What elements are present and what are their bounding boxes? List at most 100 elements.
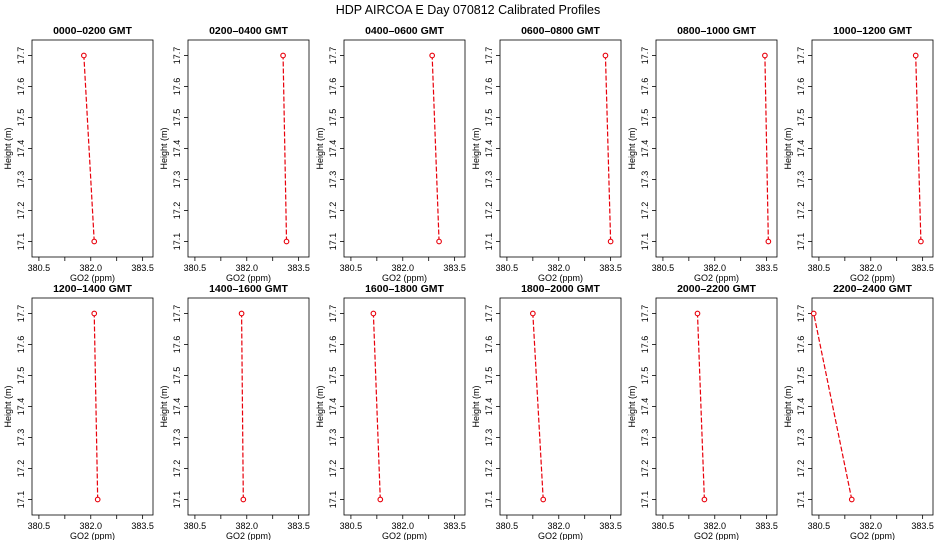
y-tick-label: 17.5 bbox=[484, 367, 494, 385]
y-tick-label: 17.7 bbox=[484, 47, 494, 65]
profile-point bbox=[436, 238, 442, 245]
profile-point bbox=[602, 52, 609, 59]
y-tick-label: 17.4 bbox=[796, 140, 806, 158]
plot-frame bbox=[187, 39, 310, 258]
profile-line bbox=[282, 55, 288, 242]
y-tick-label: 17.3 bbox=[484, 171, 494, 189]
profile-point bbox=[701, 496, 708, 503]
panel-title: 1800–2000 GMT bbox=[521, 283, 600, 295]
y-tick-label: 17.2 bbox=[484, 202, 494, 220]
x-tick-label: 382.0 bbox=[80, 263, 103, 273]
panel-grid: 0000–0200 GMT 380.5 382.0 383.5 GO2 (ppm) 17.… bbox=[3, 25, 934, 540]
panel-title: 2200–2400 GMT bbox=[833, 283, 912, 295]
y-tick-label: 17.2 bbox=[640, 460, 650, 478]
y-tick-label: 17.5 bbox=[640, 367, 650, 385]
y-axis-label: Height (m) bbox=[471, 385, 481, 427]
y-tick-label: 17.3 bbox=[328, 429, 338, 447]
y-tick-label: 17.6 bbox=[640, 336, 650, 354]
y-tick-label: 17.5 bbox=[16, 109, 26, 127]
x-tick-label: 383.5 bbox=[599, 263, 622, 273]
profile-point bbox=[918, 238, 924, 245]
x-tick-label: 380.5 bbox=[184, 521, 207, 531]
y-tick-label: 17.6 bbox=[328, 336, 338, 354]
x-axis-label: GO2 (ppm) bbox=[538, 273, 583, 283]
x-axis-label: GO2 (ppm) bbox=[694, 273, 739, 283]
profile-point bbox=[280, 52, 286, 59]
y-tick-label: 17.3 bbox=[640, 429, 650, 447]
y-axis-label: Height (m) bbox=[627, 385, 637, 427]
y-tick-label: 17.1 bbox=[172, 233, 182, 251]
x-tick-label: 382.0 bbox=[548, 521, 571, 531]
y-tick-label: 17.4 bbox=[16, 140, 26, 158]
profile-point bbox=[848, 496, 855, 503]
y-axis-label: Height (m) bbox=[783, 385, 793, 427]
panel-title: 1000–1200 GMT bbox=[833, 25, 912, 37]
profile-point bbox=[283, 238, 290, 245]
x-tick-label: 380.5 bbox=[28, 263, 51, 273]
y-tick-label: 17.6 bbox=[796, 78, 806, 96]
profile-point bbox=[912, 52, 919, 59]
y-tick-label: 17.4 bbox=[172, 140, 182, 158]
x-axis-label: GO2 (ppm) bbox=[70, 531, 115, 540]
x-tick-label: 382.0 bbox=[704, 521, 727, 531]
panel-title: 0200–0400 GMT bbox=[209, 25, 288, 37]
y-axis-label: Height (m) bbox=[159, 127, 169, 169]
plot-frame bbox=[811, 39, 934, 258]
y-tick-label: 17.1 bbox=[172, 491, 182, 509]
x-tick-label: 382.0 bbox=[236, 263, 259, 273]
y-tick-label: 17.2 bbox=[328, 202, 338, 220]
profile-point bbox=[765, 238, 772, 245]
profile-point bbox=[540, 496, 547, 503]
y-tick-label: 17.5 bbox=[328, 367, 338, 385]
panel-title: 0400–0600 GMT bbox=[365, 25, 444, 37]
x-tick-label: 382.0 bbox=[704, 263, 727, 273]
profile-line bbox=[93, 313, 99, 500]
x-tick-label: 382.0 bbox=[860, 263, 883, 273]
profile-panel: 1800–2000 GMT 380.5 382.0 383.5 GO2 (ppm) 17.… bbox=[471, 283, 622, 540]
x-tick-label: 380.5 bbox=[496, 521, 519, 531]
y-tick-label: 17.7 bbox=[172, 305, 182, 323]
y-axis-label: Height (m) bbox=[315, 127, 325, 169]
profile-panel: 2200–2400 GMT 380.5 382.0 383.5 GO2 (ppm) 17.… bbox=[783, 283, 934, 540]
profile-point bbox=[91, 310, 98, 317]
x-tick-label: 383.5 bbox=[911, 521, 934, 531]
plot-frame bbox=[499, 297, 622, 516]
y-tick-label: 17.7 bbox=[484, 305, 494, 323]
x-tick-label: 382.0 bbox=[236, 521, 259, 531]
profile-point bbox=[94, 496, 101, 503]
y-tick-label: 17.6 bbox=[640, 78, 650, 96]
profile-line bbox=[372, 313, 381, 500]
y-tick-label: 17.3 bbox=[796, 171, 806, 189]
profile-panel: 0000–0200 GMT 380.5 382.0 383.5 GO2 (ppm) 17.… bbox=[3, 25, 154, 283]
x-tick-label: 380.5 bbox=[652, 263, 675, 273]
x-axis-label: GO2 (ppm) bbox=[850, 531, 895, 540]
y-tick-label: 17.6 bbox=[172, 336, 182, 354]
x-tick-label: 383.5 bbox=[443, 521, 466, 531]
y-tick-label: 17.1 bbox=[484, 233, 494, 251]
y-tick-label: 17.2 bbox=[16, 202, 26, 220]
y-tick-label: 17.5 bbox=[16, 367, 26, 385]
plot-frame bbox=[31, 39, 154, 258]
y-tick-label: 17.1 bbox=[796, 491, 806, 509]
y-tick-label: 17.3 bbox=[172, 171, 182, 189]
x-tick-label: 382.0 bbox=[860, 521, 883, 531]
profile-line bbox=[915, 55, 922, 242]
x-tick-label: 380.5 bbox=[28, 521, 51, 531]
profile-line bbox=[83, 55, 95, 242]
y-tick-label: 17.7 bbox=[16, 47, 26, 65]
y-tick-label: 17.7 bbox=[328, 47, 338, 65]
panel-title: 2000–2200 GMT bbox=[677, 283, 756, 295]
x-axis-label: GO2 (ppm) bbox=[226, 531, 271, 540]
x-tick-label: 380.5 bbox=[808, 263, 831, 273]
y-tick-label: 17.1 bbox=[16, 491, 26, 509]
y-tick-label: 17.7 bbox=[16, 305, 26, 323]
profile-panel: 2000–2200 GMT 380.5 382.0 383.5 GO2 (ppm) 17.… bbox=[627, 283, 778, 540]
y-tick-label: 17.6 bbox=[796, 336, 806, 354]
y-tick-label: 17.1 bbox=[16, 233, 26, 251]
profile-point bbox=[370, 310, 377, 317]
x-axis-label: GO2 (ppm) bbox=[850, 273, 895, 283]
y-tick-label: 17.1 bbox=[328, 233, 338, 251]
y-tick-label: 17.2 bbox=[484, 460, 494, 478]
x-tick-label: 383.5 bbox=[131, 521, 154, 531]
